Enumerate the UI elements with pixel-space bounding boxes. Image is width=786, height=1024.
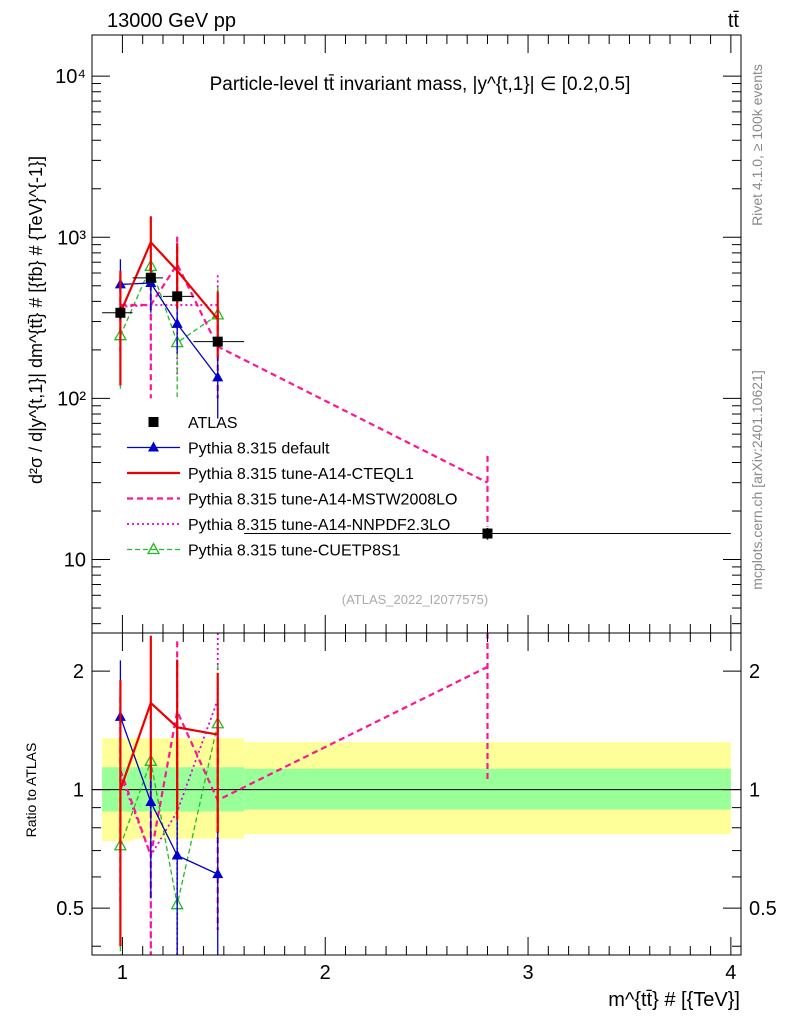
ratio-default-point	[171, 849, 183, 860]
legend-data-label: ATLAS	[188, 415, 238, 432]
ratio-y-tick-label-left: 0.5	[56, 898, 84, 920]
main-axes: 10 10² 10³ 10⁴	[55, 35, 741, 633]
ratio-series-group	[113, 633, 489, 955]
rivet-version-label: Rivet 4.1.0, ≥ 100k events	[749, 64, 765, 226]
main-y-axis-label: d²σ / d|y^{t,1}| dm^{tt̄} # [{fb} # {TeV…	[26, 156, 46, 484]
ratio-cuetp-line	[119, 723, 219, 905]
legend-data-marker	[148, 417, 159, 427]
mcplots-label: mcplots.cern.ch [arXiv:2401.10621]	[749, 370, 765, 589]
x-tick-label: 1	[117, 962, 128, 984]
legend-default-label: Pythia 8.315 default	[188, 441, 330, 458]
legend-default-marker	[148, 441, 159, 452]
legend-mstw-label: Pythia 8.315 tune-A14-MSTW2008LO	[188, 492, 457, 509]
main-default-line	[120, 282, 219, 378]
ratio-plot-frame	[91, 632, 742, 956]
main-data-point	[482, 528, 493, 539]
legend-nnpdf-label: Pythia 8.315 tune-A14-NNPDF2.3LO	[188, 517, 450, 534]
process-label: tt̄	[728, 10, 740, 32]
main-data-point	[115, 307, 126, 318]
ratio-axes: 0.5 0.5 1 1 2 2 1 2 3 4	[56, 633, 777, 984]
main-mstw-line	[120, 262, 488, 484]
main-y-tick-label: 10⁴	[55, 66, 86, 88]
main-data-point	[212, 336, 223, 347]
x-tick-label: 3	[522, 962, 533, 984]
ratio-default-point	[145, 796, 157, 807]
ratio-y-tick-label-left: 2	[73, 661, 84, 683]
ratio-y-axis-label: Ratio to ATLAS	[23, 743, 39, 838]
ratio-mstw-line	[119, 665, 488, 860]
legend-cuetp-label: Pythia 8.315 tune-CUETP8S1	[188, 543, 401, 560]
main-chart-title: Particle-level tt̄ invariant mass, |y^{t…	[210, 74, 631, 95]
ratio-y-tick-label-right: 0.5	[749, 898, 777, 920]
main-default-point	[171, 317, 183, 328]
legend-cteql1-label: Pythia 8.315 tune-A14-CTEQL1	[188, 466, 414, 483]
ratio-cteql1-line	[119, 701, 218, 790]
ratio-y-tick-label-right: 1	[749, 780, 760, 802]
main-y-tick-label: 10³	[57, 227, 86, 249]
ratio-y-tick-label-right: 2	[749, 661, 760, 683]
x-axis-label: m^{tt̄} # [{TeV}]	[608, 989, 740, 1011]
ratio-uncertainty-bands	[92, 738, 741, 842]
analysis-id-label: (ATLAS_2022_I2077575)	[342, 592, 488, 607]
ratio-default-line	[119, 716, 218, 875]
main-series-group	[102, 216, 731, 540]
main-cteql1-line	[119, 240, 219, 320]
main-data-point	[172, 291, 183, 302]
x-tick-label: 4	[725, 962, 736, 984]
x-tick-label: 2	[320, 962, 331, 984]
ratio-default-point	[212, 868, 224, 879]
ratio-y-tick-label-left: 1	[73, 780, 84, 802]
legend: ATLAS Pythia 8.315 default Pythia 8.315 tu…	[127, 415, 457, 560]
main-data-point	[145, 272, 156, 283]
beam-label: 13000 GeV pp	[107, 10, 236, 32]
legend-cuetp-marker	[146, 542, 161, 555]
main-default-point	[212, 371, 224, 382]
main-y-tick-label: 10²	[57, 388, 86, 410]
main-y-tick-label: 10	[64, 550, 86, 572]
